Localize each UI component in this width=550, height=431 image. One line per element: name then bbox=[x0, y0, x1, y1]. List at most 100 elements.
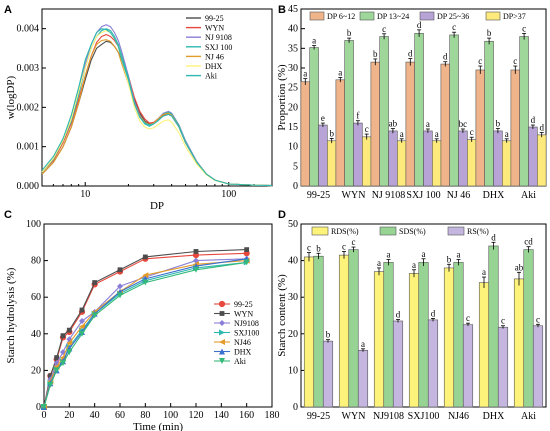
data-point bbox=[79, 323, 85, 330]
data-point bbox=[54, 355, 60, 360]
bar bbox=[528, 126, 538, 187]
y-tick-label: 40 bbox=[31, 329, 41, 340]
y-axis-label: Starch hydrolysis (%) bbox=[5, 267, 17, 363]
data-point bbox=[60, 360, 66, 367]
significance-letter: b bbox=[496, 119, 501, 129]
bar bbox=[357, 349, 369, 408]
y-tick-label: 40 bbox=[288, 256, 298, 267]
bar bbox=[440, 63, 450, 187]
x-tick-label: 40 bbox=[90, 410, 100, 421]
legend-label: DP 6~12 bbox=[327, 12, 355, 21]
significance-letter: c bbox=[382, 24, 386, 34]
data-point bbox=[60, 333, 66, 339]
legend-label: SDS(%) bbox=[399, 227, 426, 236]
significance-letter: c bbox=[536, 314, 540, 324]
significance-letter: b bbox=[316, 243, 321, 253]
significance-letter: c bbox=[478, 56, 482, 66]
significance-letter: a bbox=[426, 119, 430, 129]
series-line bbox=[43, 249, 247, 408]
data-point bbox=[66, 339, 73, 346]
y-tick-label: 5 bbox=[293, 161, 298, 172]
bar bbox=[388, 130, 398, 187]
significance-letter: d bbox=[417, 20, 422, 30]
significance-letter: d bbox=[396, 310, 401, 320]
legend-marker bbox=[219, 339, 225, 345]
legend-label: DP 25~36 bbox=[437, 12, 469, 21]
significance-letter: d bbox=[491, 232, 496, 242]
legend-label: DHX bbox=[205, 62, 223, 71]
y-tick-label: 100 bbox=[26, 219, 41, 230]
significance-letter: a bbox=[303, 69, 307, 79]
x-tick-label: WYN bbox=[342, 411, 366, 422]
bar bbox=[466, 139, 477, 187]
legend-label: SXJ 100 bbox=[205, 43, 232, 52]
legend-label: 99-25 bbox=[234, 300, 253, 309]
bar bbox=[431, 140, 442, 187]
legend-swatch bbox=[419, 11, 435, 21]
bar bbox=[396, 140, 407, 187]
significance-letter: d bbox=[431, 308, 436, 318]
significance-letter: d bbox=[443, 52, 448, 62]
legend-label: 99-25 bbox=[205, 14, 224, 23]
bar bbox=[373, 271, 385, 408]
legend-marker bbox=[219, 320, 225, 326]
bar bbox=[313, 255, 324, 408]
data-point bbox=[142, 254, 148, 260]
y-axis-label: Proportion (%) bbox=[276, 64, 288, 131]
bar bbox=[536, 134, 547, 187]
chart-a-plot-frame bbox=[41, 8, 273, 187]
y-tick-label: 20 bbox=[31, 365, 41, 376]
legend-label: DP 13~24 bbox=[377, 12, 409, 21]
panel-label-d: D bbox=[278, 209, 286, 221]
significance-letter: b bbox=[447, 254, 452, 264]
bar bbox=[510, 69, 520, 187]
significance-letter: c bbox=[501, 316, 505, 326]
significance-letter: b bbox=[347, 28, 352, 38]
bar bbox=[338, 254, 350, 408]
legend-label: Aki bbox=[234, 357, 247, 366]
y-tick-label: 60 bbox=[31, 292, 41, 303]
y-tick-label: 80 bbox=[31, 256, 41, 267]
significance-letter: b bbox=[487, 28, 492, 38]
x-tick-label: 80 bbox=[140, 410, 150, 421]
bar bbox=[523, 249, 534, 408]
significance-letter: a bbox=[312, 36, 316, 46]
data-point bbox=[47, 373, 53, 379]
bar bbox=[423, 130, 433, 187]
chart-c: 0 20 40 60 80 100 0 20 40 60 80 100 120 140 160 180 Time… bbox=[5, 219, 280, 431]
y-tick-label: 0.001 bbox=[17, 142, 40, 153]
significance-letter: a bbox=[400, 129, 404, 139]
bar bbox=[462, 324, 474, 408]
data-point bbox=[79, 317, 85, 324]
x-tick-label: 99-25 bbox=[307, 411, 330, 422]
significance-letter: d bbox=[539, 123, 544, 133]
x-tick-label: NJ9108 bbox=[373, 411, 404, 422]
data-point bbox=[117, 267, 123, 273]
legend-swatch bbox=[309, 11, 325, 21]
y-tick-label: 25 bbox=[288, 83, 298, 94]
x-tick-label: 20 bbox=[64, 410, 74, 421]
significance-letter: ab bbox=[515, 262, 524, 272]
y-tick-label: 15 bbox=[288, 122, 298, 133]
significance-letter: c bbox=[352, 237, 356, 247]
bar bbox=[370, 61, 380, 187]
significance-letter: a bbox=[361, 339, 365, 349]
data-point bbox=[41, 404, 47, 410]
significance-letter: a bbox=[377, 258, 381, 268]
y-tick-label: 20 bbox=[288, 102, 298, 113]
y-tick-label: 20 bbox=[288, 329, 298, 340]
x-tick-label: Aki bbox=[521, 411, 536, 422]
data-point bbox=[193, 266, 199, 273]
panel-label-b: B bbox=[278, 4, 286, 16]
data-point bbox=[53, 367, 60, 374]
significance-letter: a bbox=[457, 250, 461, 260]
bar bbox=[303, 256, 315, 408]
legend-label: SXJ100 bbox=[234, 329, 259, 338]
bar bbox=[497, 326, 509, 408]
bar bbox=[532, 325, 544, 408]
legend-label: DP>37 bbox=[503, 12, 526, 21]
significance-letter: d bbox=[531, 115, 536, 125]
y-tick-label: 10 bbox=[288, 365, 298, 376]
bar bbox=[361, 136, 372, 187]
